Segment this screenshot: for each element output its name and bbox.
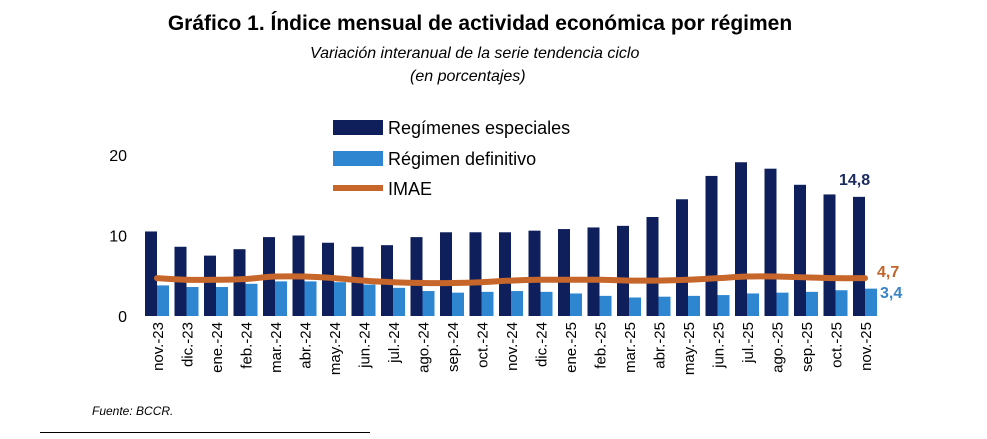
bar-definitivo	[304, 281, 317, 316]
x-tick-label: mar.-24	[268, 322, 285, 373]
bar-especiales	[617, 225, 629, 316]
y-tick-label: 0	[118, 309, 127, 326]
bar-definitivo	[275, 281, 287, 316]
end-labels: 14,8 4,7 3,4	[839, 172, 902, 302]
bar-definitivo	[481, 291, 494, 316]
bar-definitivo	[570, 293, 582, 316]
bar-definitivo	[422, 291, 435, 316]
x-tick-label: sep.-25	[799, 322, 816, 372]
imae-line	[154, 273, 868, 287]
bar-especiales	[676, 199, 688, 316]
bar-definitivo	[806, 291, 818, 316]
bar-especiales	[233, 249, 246, 316]
bar-especiales	[646, 216, 659, 316]
bar-definitivo	[658, 296, 671, 316]
bar-definitivo	[452, 292, 464, 316]
label-imae-last: 4,7	[877, 264, 899, 281]
legend: Regímenes especiales Régimen definitivo …	[333, 118, 570, 199]
bar-definitivo	[717, 295, 730, 316]
chart-title: Gráfico 1. Índice mensual de actividad e…	[167, 12, 793, 35]
y-tick-label: 20	[109, 148, 127, 165]
x-tick-label: may.-24	[327, 322, 344, 375]
bar-especiales	[528, 230, 541, 316]
bar-definitivo	[511, 291, 523, 316]
legend-swatch-especiales	[333, 120, 383, 135]
bar-definitivo	[393, 287, 405, 316]
bar-definitivo	[865, 288, 877, 316]
label-especiales-last: 14,8	[839, 172, 870, 189]
bar-especiales	[735, 162, 747, 316]
bar-especiales	[145, 231, 157, 316]
chart-subtitle-units: (en porcentajes)	[410, 68, 526, 85]
footnote-rule	[40, 432, 370, 433]
bar-especiales	[204, 255, 216, 316]
source-note: Fuente: BCCR.	[92, 404, 174, 418]
y-axis: 0 10 20	[109, 148, 127, 326]
bar-especiales	[410, 237, 423, 316]
y-tick-label: 10	[109, 229, 127, 246]
bar-especiales	[823, 194, 836, 316]
x-tick-label: nov.-25	[858, 322, 875, 371]
x-tick-label: oct.-25	[829, 322, 846, 368]
x-tick-label: jun.-25	[711, 322, 728, 369]
bar-definitivo	[747, 293, 759, 316]
bar-especiales	[558, 229, 570, 316]
legend-swatch-definitivo	[333, 151, 383, 166]
x-tick-label: jun.-24	[357, 322, 374, 369]
label-definitivo-last: 3,4	[880, 285, 902, 302]
bar-especiales	[853, 196, 865, 316]
bar-especiales	[587, 227, 600, 316]
bar-definitivo	[157, 285, 169, 316]
x-tick-label: jul.-24	[386, 322, 403, 364]
bar-definitivo	[599, 295, 612, 316]
x-axis: nov.-23 dic.-23 ene.-24 feb.-24 mar.-24 abr.-…	[150, 322, 875, 375]
bar-definitivo	[216, 287, 228, 316]
x-tick-label: abr.-25	[652, 322, 669, 369]
bar-especiales	[705, 175, 718, 316]
bar-definitivo	[688, 295, 700, 316]
x-tick-label: ago.-24	[416, 322, 433, 373]
x-tick-label: dic.-23	[180, 322, 197, 367]
bar-especiales	[794, 184, 806, 316]
bar-definitivo	[334, 282, 346, 316]
x-tick-label: nov.-23	[150, 322, 167, 371]
bar-definitivo	[540, 291, 553, 316]
bar-especiales	[764, 168, 777, 316]
x-tick-label: mar.-25	[622, 322, 639, 373]
legend-label-imae: IMAE	[388, 179, 432, 199]
bar-definitivo	[363, 284, 376, 316]
chart-subtitle: Variación interanual de la serie tendenc…	[310, 45, 640, 62]
bar-definitivo	[629, 297, 641, 316]
x-tick-label: oct.-24	[475, 322, 492, 368]
imae-line-group	[154, 273, 868, 287]
x-tick-label: feb.-25	[593, 322, 610, 369]
x-tick-label: sep.-24	[445, 322, 462, 372]
bar-especiales	[440, 232, 452, 316]
bars-group	[145, 162, 877, 316]
legend-label-definitivo: Régimen definitivo	[388, 149, 536, 169]
bar-definitivo	[186, 287, 199, 316]
x-tick-label: ago.-25	[770, 322, 787, 373]
legend-label-especiales: Regímenes especiales	[388, 118, 570, 138]
bar-definitivo	[776, 292, 789, 316]
x-tick-label: may.-25	[681, 322, 698, 375]
bar-definitivo	[835, 290, 848, 316]
x-tick-label: jul.-25	[740, 322, 757, 364]
x-tick-label: feb.-24	[239, 322, 256, 369]
x-tick-label: ene.-24	[209, 322, 226, 373]
x-tick-label: dic.-24	[534, 322, 551, 367]
bar-especiales	[499, 232, 511, 316]
bar-especiales	[469, 232, 482, 316]
x-tick-label: abr.-24	[298, 322, 315, 369]
x-tick-label: nov.-24	[504, 322, 521, 371]
x-tick-label: ene.-25	[563, 322, 580, 373]
bar-definitivo	[245, 283, 258, 316]
